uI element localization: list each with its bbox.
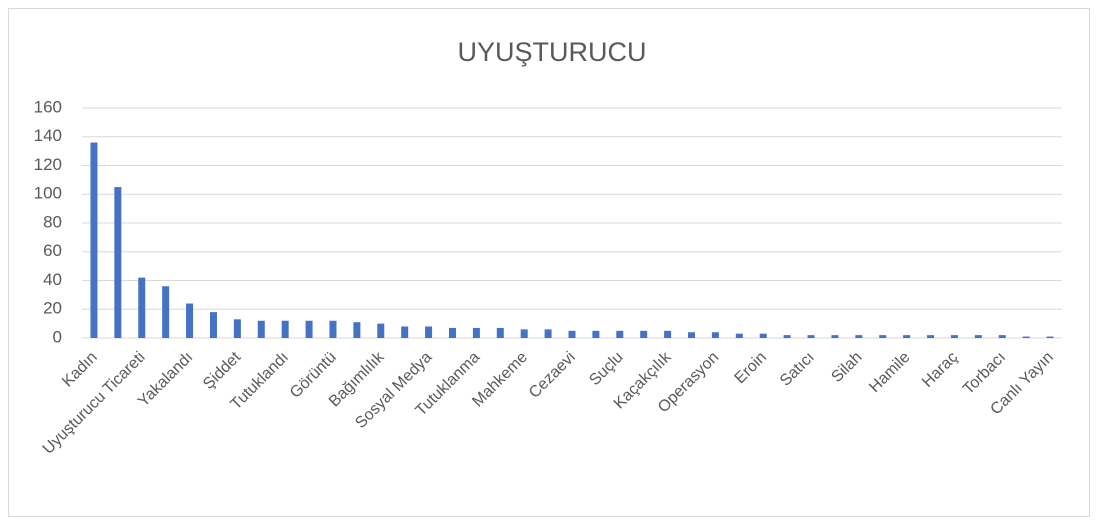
bar xyxy=(305,320,313,338)
bar xyxy=(998,335,1006,338)
bar xyxy=(807,335,815,338)
bar xyxy=(425,326,433,338)
bar xyxy=(592,330,600,338)
bar xyxy=(855,335,863,338)
chart-title: UYUŞTURUCU xyxy=(458,37,647,67)
bar xyxy=(448,327,456,338)
bar xyxy=(688,332,696,338)
bar xyxy=(974,335,982,338)
bar xyxy=(209,312,217,338)
y-tick-label: 160 xyxy=(34,97,62,116)
bar xyxy=(329,320,337,338)
bar xyxy=(90,142,98,338)
bar xyxy=(353,322,361,338)
bar xyxy=(879,335,887,338)
y-tick-label: 120 xyxy=(34,155,62,174)
bar xyxy=(616,330,624,338)
bar xyxy=(1022,336,1030,338)
bar xyxy=(950,335,958,338)
y-tick-label: 140 xyxy=(34,126,62,145)
bar xyxy=(903,335,911,338)
bar xyxy=(735,333,743,338)
bar xyxy=(783,335,791,338)
bar xyxy=(568,330,576,338)
bar xyxy=(520,329,528,338)
bar xyxy=(281,320,289,338)
bar xyxy=(640,330,648,338)
bar xyxy=(257,320,265,338)
y-tick-label: 0 xyxy=(53,327,62,346)
bar xyxy=(472,327,480,338)
bar xyxy=(544,329,552,338)
bar xyxy=(186,303,194,338)
y-tick-label: 20 xyxy=(43,299,62,318)
bar xyxy=(831,335,839,338)
bar xyxy=(162,286,170,338)
bar xyxy=(377,323,385,338)
bar xyxy=(759,333,767,338)
y-tick-label: 40 xyxy=(43,270,62,289)
bar xyxy=(1046,336,1054,338)
y-tick-label: 100 xyxy=(34,184,62,203)
y-tick-label: 80 xyxy=(43,212,62,231)
bar xyxy=(711,332,719,338)
bar xyxy=(138,277,146,338)
bar xyxy=(496,327,504,338)
chart-border xyxy=(8,8,1090,517)
bar xyxy=(233,319,241,338)
bar xyxy=(401,326,409,338)
bar xyxy=(927,335,935,338)
bar xyxy=(664,330,672,338)
y-tick-label: 60 xyxy=(43,241,62,260)
bar xyxy=(114,187,122,338)
